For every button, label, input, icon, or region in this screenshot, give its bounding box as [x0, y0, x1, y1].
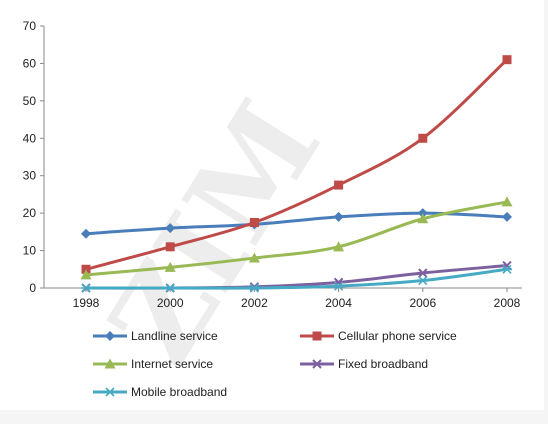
x-tick-label: 1998: [73, 296, 100, 310]
data-point-internet-service: [417, 213, 429, 224]
y-tick-label: 50: [23, 94, 37, 108]
legend-label: Fixed broadband: [338, 357, 428, 371]
data-point-internet-service: [248, 252, 260, 263]
legend-item-fixed-broadband: Fixed broadband: [300, 357, 428, 371]
legend-label: Landline service: [131, 329, 218, 343]
data-point-cellular-phone-service: [418, 133, 428, 143]
data-point-internet-service: [164, 261, 176, 272]
legend-marker: [312, 359, 322, 369]
series-cellular-phone-service: [81, 55, 512, 274]
x-axis-ticks: 1998 2000 2002 2004 2006 2008: [73, 288, 521, 310]
legend-item-mobile-broadband: Mobile broadband: [93, 385, 227, 399]
y-tick-label: 40: [23, 131, 37, 145]
y-tick-label: 0: [29, 281, 36, 295]
data-point-mobile-broadband: [81, 283, 91, 293]
data-point-mobile-broadband: [333, 281, 344, 291]
data-point-landline-service: [81, 228, 91, 239]
data-point-fixed-broadband: [418, 268, 428, 278]
legend-item-cellular-phone-service: Cellular phone service: [300, 329, 457, 343]
data-point-mobile-broadband: [249, 283, 260, 293]
data-point-internet-service: [80, 269, 92, 280]
data-point-internet-service: [333, 241, 345, 252]
legend-label: Mobile broadband: [131, 385, 227, 399]
data-point-cellular-phone-service: [81, 264, 91, 274]
legend-item-landline-service: Landline service: [93, 329, 218, 343]
legend-marker: [104, 358, 116, 369]
data-point-landline-service: [165, 223, 176, 234]
y-tick-label: 30: [23, 169, 37, 183]
legend-item-internet-service: Internet service: [93, 357, 213, 371]
data-point-cellular-phone-service: [249, 218, 259, 227]
series-line-mobile-broadband: [86, 267, 508, 290]
data-point-mobile-broadband: [417, 275, 428, 286]
data-point-mobile-broadband: [165, 283, 176, 293]
y-axis-ticks: 0 10 20 30 40 50 60 70: [23, 19, 44, 295]
y-tick-label: 10: [23, 244, 37, 258]
series-layer: [80, 55, 513, 293]
legend-marker: [312, 331, 322, 341]
series-line-landline-service: [85, 211, 508, 236]
x-tick-label: 2006: [409, 296, 436, 310]
data-point-landline-service: [502, 211, 512, 222]
legend-label: Cellular phone service: [338, 329, 457, 343]
x-tick-label: 2002: [241, 296, 268, 310]
series-mobile-broadband: [81, 264, 512, 293]
x-tick-label: 2004: [325, 296, 352, 310]
chart-panel: ZIM 0 10 20 30 40 50 60 70 1998 2000 2002 2004 2006…: [22, 19, 522, 399]
series-line-cellular-phone-service: [85, 58, 509, 271]
y-tick-label: 60: [23, 56, 37, 70]
x-tick-label: 2008: [494, 296, 521, 310]
legend: Landline service Cellular phone service In…: [93, 329, 457, 399]
legend-marker: [105, 387, 115, 397]
x-tick-label: 2000: [157, 296, 184, 310]
legend-label: Internet service: [131, 357, 213, 371]
data-point-cellular-phone-service: [334, 180, 344, 190]
y-tick-label: 70: [23, 19, 37, 33]
y-tick-label: 20: [23, 206, 37, 220]
data-point-landline-service: [417, 208, 428, 219]
data-point-mobile-broadband: [502, 264, 512, 274]
data-point-landline-service: [333, 211, 344, 222]
series-line-internet-service: [85, 200, 508, 277]
data-point-cellular-phone-service: [502, 55, 512, 65]
data-point-cellular-phone-service: [165, 242, 175, 252]
legend-marker: [105, 331, 115, 341]
series-internet-service: [80, 196, 513, 280]
data-point-internet-service: [501, 196, 513, 207]
